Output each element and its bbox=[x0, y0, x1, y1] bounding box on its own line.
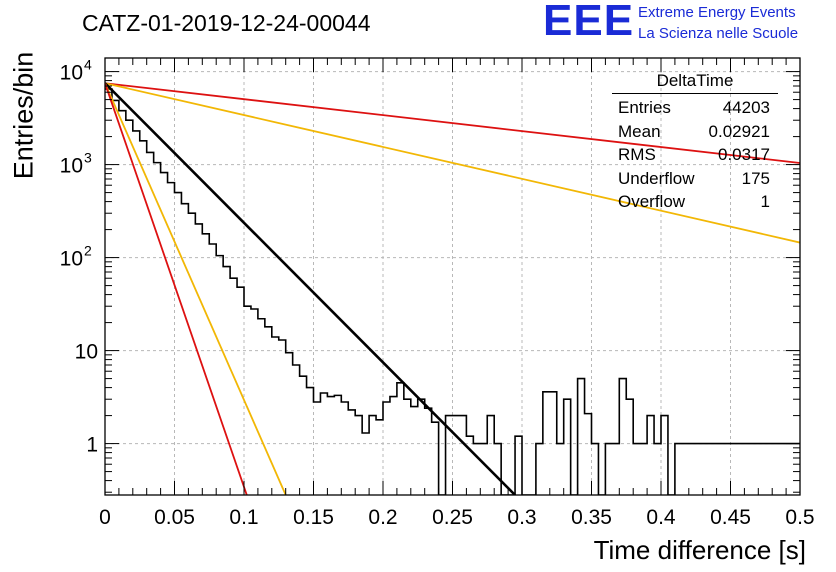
x-tick-label: 0.45 bbox=[710, 506, 751, 529]
y-tick-label: 10 bbox=[75, 341, 98, 364]
stats-row: Entries 44203 bbox=[612, 96, 778, 120]
histogram-series bbox=[105, 88, 800, 495]
y-tick-label: 10 bbox=[60, 62, 83, 85]
stats-label: Mean bbox=[618, 121, 661, 141]
x-tick-label: 0.4 bbox=[646, 506, 676, 529]
stats-row: RMS 0.0317 bbox=[612, 143, 778, 167]
x-tick-label: 0.3 bbox=[507, 506, 536, 529]
x-axis-label: Time difference [s] bbox=[593, 535, 806, 565]
stats-box: DeltaTime Entries 44203 Mean 0.02921 RMS 0.… bbox=[612, 71, 778, 214]
logo-subtitle-1: Extreme Energy Events bbox=[638, 4, 796, 21]
y-tick-label: 1 bbox=[86, 434, 98, 457]
logo-subtitle-2: La Scienza nelle Scuole bbox=[638, 25, 799, 42]
stats-title: DeltaTime bbox=[612, 71, 778, 94]
stats-value: 175 bbox=[741, 168, 770, 188]
x-tick-label: 0.25 bbox=[432, 506, 473, 529]
x-tick-label: 0.05 bbox=[154, 506, 195, 529]
y-tick-exponent: 2 bbox=[84, 243, 92, 259]
stats-value: 1 bbox=[760, 192, 770, 211]
x-tick-label: 0.5 bbox=[785, 506, 814, 529]
stats-row: Overflow 1 bbox=[612, 190, 778, 214]
fit-curve-fit bbox=[105, 82, 516, 495]
stats-value: 0.02921 bbox=[708, 121, 770, 141]
y-tick-exponent: 3 bbox=[84, 150, 92, 166]
x-tick-label: 0.15 bbox=[293, 506, 334, 529]
fit-curve-yellow bbox=[105, 82, 800, 244]
y-tick-label: 10 bbox=[60, 248, 83, 271]
y-axis-label: Entries/bin bbox=[8, 51, 39, 180]
stats-value: 0.0317 bbox=[718, 145, 770, 164]
chart-title: CATZ-01-2019-12-24-00044 bbox=[82, 10, 371, 36]
x-tick-label: 0.1 bbox=[229, 506, 258, 529]
x-tick-label: 0 bbox=[99, 506, 111, 529]
fit-curve-red bbox=[105, 82, 248, 495]
stats-label: Underflow bbox=[618, 168, 695, 188]
x-tick-label: 0.2 bbox=[368, 506, 397, 529]
x-tick-label: 0.35 bbox=[571, 506, 612, 529]
stats-row: Mean 0.02921 bbox=[612, 120, 778, 144]
eee-logo: EEE bbox=[543, 0, 635, 45]
y-tick-label: 10 bbox=[60, 155, 83, 178]
stats-label: Entries bbox=[618, 98, 671, 117]
fit-curve-yellow bbox=[105, 82, 287, 495]
stats-value: 44203 bbox=[722, 98, 770, 117]
stats-label: Overflow bbox=[618, 192, 686, 211]
stats-row: Underflow 175 bbox=[612, 167, 778, 191]
y-tick-exponent: 4 bbox=[84, 57, 92, 73]
stats-label: RMS bbox=[618, 145, 656, 164]
fit-curve-red bbox=[105, 82, 800, 164]
